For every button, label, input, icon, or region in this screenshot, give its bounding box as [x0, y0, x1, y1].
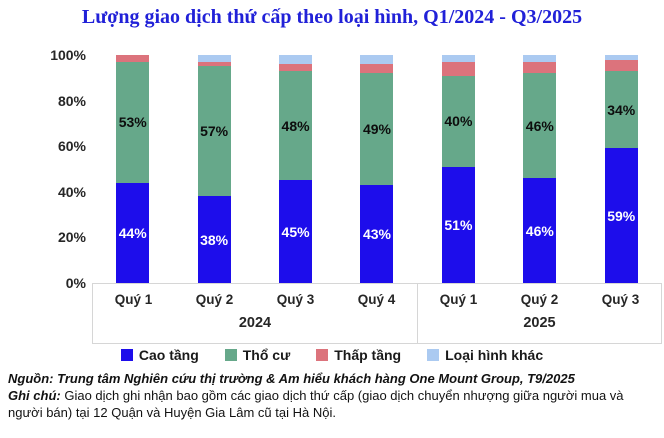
legend-item-loai-hinh-khac: Loại hình khác [427, 348, 543, 362]
segment-tho-cu: 53% [116, 61, 150, 183]
stacked-bar-2: 38% 57% [197, 55, 231, 283]
segment-cao-tang: 51% [441, 166, 475, 283]
segment-cao-tang: 44% [116, 182, 150, 283]
segment-value-label: 38% [200, 231, 229, 248]
segment-cao-tang: 45% [279, 180, 313, 283]
quarter-label: Quý 1 [439, 292, 478, 307]
legend-item-thap-tang: Thấp tầng [316, 348, 401, 362]
segment-value-label: 46% [525, 117, 554, 134]
legend-swatch-icon [224, 349, 237, 361]
segment-loai-hinh-khac [523, 55, 557, 62]
year-label-2024: 2024 [238, 315, 272, 331]
segment-loai-hinh-khac [441, 55, 475, 62]
segment-tho-cu: 57% [197, 66, 231, 197]
segment-loai-hinh-khac [360, 55, 394, 65]
bar-slot: 51% 40% [418, 55, 499, 283]
bar-slot: 38% 57% [173, 55, 254, 283]
legend: Cao tầng Thổ cư Thấp tầng Loại hình khác [0, 348, 664, 362]
bar-slot: 44% 53% [92, 55, 173, 283]
note-text: Giao dịch ghi nhận bao gồm các giao dịch… [8, 387, 624, 420]
segment-value-label: 34% [607, 101, 636, 118]
footnote: Ghi chú: Giao dịch ghi nhận bao gồm các … [8, 388, 658, 422]
legend-label: Thấp tầng [334, 347, 402, 363]
legend-item-cao-tang: Cao tầng [120, 347, 199, 363]
year-label-2025: 2025 [523, 315, 556, 331]
y-tick-label: 80% [57, 92, 86, 109]
segment-cao-tang: 43% [360, 184, 394, 283]
segment-value-label: 49% [362, 121, 391, 138]
note-label: Ghi chú: [8, 387, 61, 403]
segment-value-label: 57% [200, 123, 229, 140]
segment-cao-tang: 38% [197, 196, 231, 283]
segment-value-label: 51% [444, 216, 473, 233]
quarter-label: Quý 3 [276, 292, 315, 307]
bar-slot: 59% 34% [581, 55, 662, 283]
legend-label: Loại hình khác [445, 347, 544, 363]
segment-cao-tang: 59% [604, 148, 638, 283]
bar-slot: 46% 46% [499, 55, 580, 283]
legend-label: Cao tầng [138, 347, 199, 363]
stacked-bar-3: 45% 48% [279, 55, 313, 283]
segment-cao-tang: 46% [523, 178, 557, 283]
source-text: Trung tâm Nghiên cứu thị trường & Am hiể… [57, 371, 575, 386]
segment-tho-cu: 49% [360, 73, 394, 185]
quarter-labels-2025: Quý 1 Quý 2 Quý 3 [418, 292, 661, 307]
stacked-bar-5: 51% 40% [441, 55, 475, 283]
y-tick-label: 60% [57, 138, 86, 155]
segment-value-label: 45% [281, 223, 310, 240]
quarter-label: Quý 1 [114, 292, 153, 307]
segment-thap-tang [360, 64, 394, 74]
segment-value-label: 48% [281, 117, 310, 134]
stacked-bar-6: 46% 46% [523, 55, 557, 283]
segment-tho-cu: 34% [604, 70, 638, 149]
segment-tho-cu: 46% [523, 73, 557, 179]
source-label: Nguồn: [8, 371, 54, 386]
segment-tho-cu: 40% [441, 75, 475, 167]
segment-value-label: 44% [118, 224, 147, 241]
segment-loai-hinh-khac [279, 55, 313, 65]
quarter-label: Quý 4 [357, 292, 396, 307]
legend-label: Thổ cư [242, 347, 291, 363]
y-tick-label: 40% [57, 183, 86, 200]
segment-thap-tang [197, 61, 231, 67]
segment-thap-tang [604, 59, 638, 71]
quarter-label: Quý 3 [601, 292, 640, 307]
quarter-label: Quý 2 [195, 292, 234, 307]
x-axis-group-2024: Quý 1 Quý 2 Quý 3 Quý 4 2024 [93, 284, 418, 343]
plot-area: 44% 53% 38% 57% 45% 48% 43% 49% 51% 40% 46% 46% 59% 3… [92, 55, 662, 283]
y-tick-label: 100% [50, 47, 86, 63]
segment-loai-hinh-khac [604, 55, 638, 60]
quarter-labels-2024: Quý 1 Quý 2 Quý 3 Quý 4 [93, 292, 417, 307]
bar-slot: 43% 49% [336, 55, 417, 283]
footer: Nguồn: Trung tâm Nghiên cứu thị trường &… [8, 371, 658, 422]
chart-title: Lượng giao dịch thứ cấp theo loại hình, … [81, 6, 583, 28]
segment-thap-tang [116, 55, 150, 62]
segment-loai-hinh-khac [197, 55, 231, 62]
stacked-bar-7: 59% 34% [604, 55, 638, 283]
y-tick-label: 0% [65, 275, 86, 291]
legend-swatch-icon [316, 349, 329, 361]
legend-swatch-icon [120, 349, 133, 361]
x-axis-box: Quý 1 Quý 2 Quý 3 Quý 4 2024 Quý 1 Quý 2 Quý … [92, 283, 662, 344]
quarter-label: Quý 2 [520, 292, 559, 307]
segment-thap-tang [523, 61, 557, 74]
bar-slot: 45% 48% [255, 55, 336, 283]
y-axis: 0% 20% 40% 60% 80% 100% [0, 48, 86, 290]
segment-thap-tang [279, 64, 313, 71]
stacked-bar-1: 44% 53% [116, 55, 150, 283]
source-note: Nguồn: Trung tâm Nghiên cứu thị trường &… [8, 371, 658, 388]
legend-item-tho-cu: Thổ cư [224, 347, 291, 363]
segment-value-label: 43% [362, 225, 391, 242]
y-tick-label: 20% [57, 229, 86, 246]
segment-value-label: 40% [444, 113, 473, 130]
legend-swatch-icon [427, 349, 440, 361]
x-axis-group-2025: Quý 1 Quý 2 Quý 3 2025 [418, 284, 661, 343]
stacked-bar-4: 43% 49% [360, 55, 394, 283]
segment-thap-tang [441, 61, 475, 76]
segment-value-label: 46% [525, 222, 554, 239]
segment-value-label: 53% [118, 114, 147, 131]
segment-tho-cu: 48% [279, 70, 313, 181]
segment-value-label: 59% [607, 207, 636, 224]
